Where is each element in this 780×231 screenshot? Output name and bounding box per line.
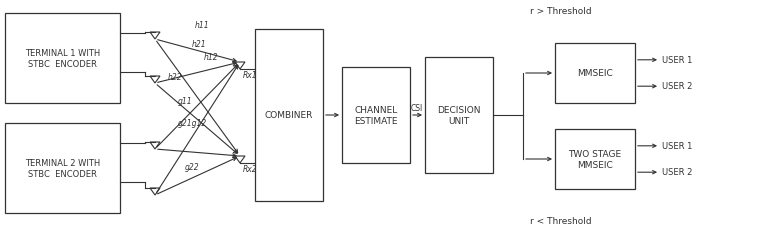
Text: MMSEIC: MMSEIC	[577, 69, 613, 78]
Text: Rx2: Rx2	[243, 164, 257, 173]
Bar	[555, 129, 635, 189]
Bar	[5, 14, 120, 103]
Text: h12: h12	[204, 53, 218, 62]
Bar	[5, 123, 120, 213]
Text: CHANNEL
ESTIMATE: CHANNEL ESTIMATE	[354, 106, 398, 125]
Text: r < Threshold: r < Threshold	[530, 216, 591, 225]
Bar	[255, 30, 323, 201]
Text: USER 1: USER 1	[662, 56, 693, 64]
Text: g11: g11	[178, 97, 193, 106]
Text: TERMINAL 1 WITH
STBC  ENCODER: TERMINAL 1 WITH STBC ENCODER	[25, 49, 100, 68]
Text: TWO STAGE
MMSEIC: TWO STAGE MMSEIC	[569, 150, 622, 169]
Text: h22: h22	[168, 73, 183, 82]
Text: USER 1: USER 1	[662, 141, 693, 150]
Bar	[425, 58, 493, 173]
Text: TERMINAL 2 WITH
STBC  ENCODER: TERMINAL 2 WITH STBC ENCODER	[25, 159, 100, 178]
Text: USER 2: USER 2	[662, 82, 693, 91]
Text: g21g12: g21g12	[178, 119, 207, 128]
Text: USER 2: USER 2	[662, 167, 693, 176]
Bar	[342, 68, 410, 163]
Text: g22: g22	[185, 162, 200, 171]
Text: CSI: CSI	[411, 103, 424, 112]
Text: h21: h21	[192, 40, 207, 49]
Text: r > Threshold: r > Threshold	[530, 7, 591, 16]
Text: COMBINER: COMBINER	[265, 111, 314, 120]
Text: h11: h11	[195, 21, 210, 30]
Text: Rx1: Rx1	[243, 71, 257, 80]
Text: DECISION
UNIT: DECISION UNIT	[438, 106, 480, 125]
Bar	[555, 44, 635, 103]
